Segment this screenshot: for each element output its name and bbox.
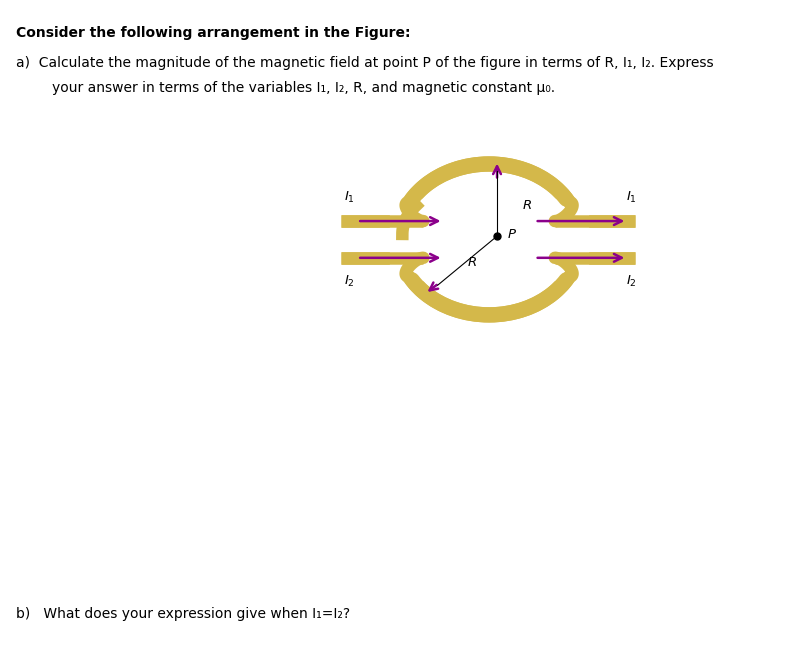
Text: $I_1$: $I_1$ xyxy=(626,190,637,205)
Text: Consider the following arrangement in the Figure:: Consider the following arrangement in th… xyxy=(16,26,410,40)
Text: b)   What does your expression give when I₁=I₂?: b) What does your expression give when I… xyxy=(16,607,350,621)
Text: $I_2$: $I_2$ xyxy=(344,274,355,289)
Text: $P$: $P$ xyxy=(507,228,518,241)
Text: $R$: $R$ xyxy=(467,256,477,269)
Text: your answer in terms of the variables I₁, I₂, R, and magnetic constant μ₀.: your answer in terms of the variables I₁… xyxy=(52,81,555,94)
Text: $I_1$: $I_1$ xyxy=(344,190,355,205)
Text: a)  Calculate the magnitude of the magnetic field at point P of the figure in te: a) Calculate the magnitude of the magnet… xyxy=(16,56,714,70)
Text: $I_2$: $I_2$ xyxy=(626,274,637,289)
Text: $R$: $R$ xyxy=(522,199,533,212)
